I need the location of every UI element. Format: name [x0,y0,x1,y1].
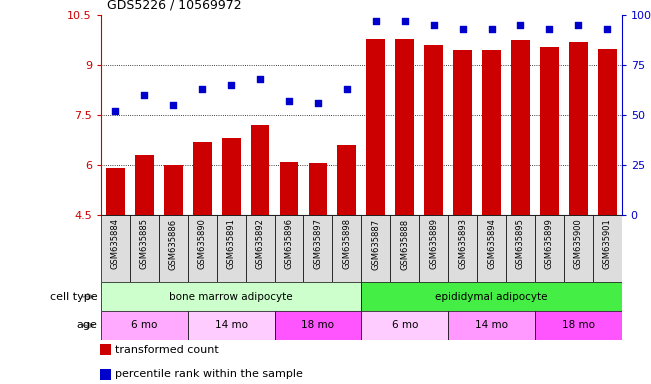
Point [515,22,525,28]
Text: GSM635900: GSM635900 [574,218,583,269]
Bar [164,165,183,215]
FancyBboxPatch shape [101,282,361,311]
Point [197,86,208,92]
FancyBboxPatch shape [333,215,361,282]
FancyBboxPatch shape [448,311,535,340]
Bar [222,139,240,215]
Bar [598,49,616,215]
Point [573,22,583,28]
Text: GSM635889: GSM635889 [429,218,438,270]
Text: GSM635899: GSM635899 [545,218,554,269]
Text: epididymal adipocyte: epididymal adipocyte [436,291,547,302]
Point [486,26,497,32]
Point [342,86,352,92]
FancyBboxPatch shape [275,215,303,282]
Bar [482,50,501,215]
FancyBboxPatch shape [477,215,506,282]
FancyBboxPatch shape [245,215,275,282]
Point [284,98,294,104]
FancyBboxPatch shape [448,215,477,282]
Point [168,102,178,108]
Bar [395,39,414,215]
Text: cell type: cell type [50,291,98,302]
Text: GSM635888: GSM635888 [400,218,409,270]
Text: percentile rank within the sample: percentile rank within the sample [115,369,303,379]
FancyBboxPatch shape [564,215,593,282]
Text: GSM635898: GSM635898 [342,218,352,270]
Bar [367,39,385,215]
Point [255,76,265,82]
Text: GSM635896: GSM635896 [284,218,294,270]
Point [400,18,410,25]
Text: GSM635891: GSM635891 [227,218,236,269]
Point [544,26,555,32]
FancyBboxPatch shape [275,311,361,340]
FancyBboxPatch shape [593,215,622,282]
Bar [106,169,125,215]
Text: GSM635892: GSM635892 [256,218,264,269]
Bar [251,125,270,215]
Text: 14 mo: 14 mo [475,320,508,331]
Point [602,26,613,32]
Text: GSM635886: GSM635886 [169,218,178,270]
FancyBboxPatch shape [361,311,448,340]
Text: 6 mo: 6 mo [131,320,158,331]
FancyBboxPatch shape [187,311,275,340]
FancyBboxPatch shape [130,215,159,282]
FancyBboxPatch shape [159,215,187,282]
Text: bone marrow adipocyte: bone marrow adipocyte [169,291,293,302]
Text: GSM635895: GSM635895 [516,218,525,269]
Text: GSM635894: GSM635894 [487,218,496,269]
Text: 18 mo: 18 mo [301,320,335,331]
Point [139,92,150,98]
Bar [100,344,111,355]
Bar [453,50,472,215]
Bar [569,42,588,215]
Bar [100,369,111,380]
FancyBboxPatch shape [303,215,333,282]
Bar [135,155,154,215]
FancyBboxPatch shape [217,215,245,282]
FancyBboxPatch shape [419,215,448,282]
Point [458,26,468,32]
Point [428,22,439,28]
FancyBboxPatch shape [101,215,130,282]
Bar [424,45,443,215]
FancyBboxPatch shape [390,215,419,282]
Point [226,82,236,88]
Bar [540,47,559,215]
FancyBboxPatch shape [187,215,217,282]
Point [370,18,381,25]
Text: transformed count: transformed count [115,344,219,354]
Text: age: age [77,320,98,331]
Bar [193,142,212,215]
Text: GDS5226 / 10569972: GDS5226 / 10569972 [107,0,242,12]
Text: 14 mo: 14 mo [215,320,247,331]
FancyBboxPatch shape [506,215,535,282]
Point [312,100,323,106]
Text: 6 mo: 6 mo [391,320,418,331]
FancyBboxPatch shape [535,215,564,282]
Text: GSM635885: GSM635885 [140,218,149,270]
Text: GSM635893: GSM635893 [458,218,467,270]
Text: GSM635884: GSM635884 [111,218,120,270]
Bar [279,162,298,215]
Point [110,108,120,114]
Bar [309,164,327,215]
FancyBboxPatch shape [535,311,622,340]
Bar [511,40,530,215]
Text: GSM635901: GSM635901 [603,218,612,269]
FancyBboxPatch shape [101,311,187,340]
Bar [337,145,356,215]
Text: GSM635890: GSM635890 [198,218,206,269]
Text: GSM635897: GSM635897 [313,218,322,270]
FancyBboxPatch shape [361,215,390,282]
Text: GSM635887: GSM635887 [371,218,380,270]
Text: 18 mo: 18 mo [562,320,595,331]
FancyBboxPatch shape [361,282,622,311]
